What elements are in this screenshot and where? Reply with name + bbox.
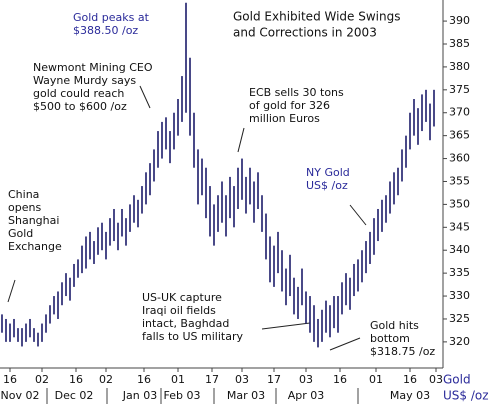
y-tick-label: 330 (449, 289, 470, 302)
annotation: $318.75 /oz (370, 345, 435, 358)
month-label: Jan 03 (122, 389, 157, 402)
month-label: Dec 02 (55, 389, 94, 402)
x-tick-label: 16 (333, 373, 347, 386)
month-label: Nov 02 (1, 389, 40, 402)
annotation: gold could reach (33, 87, 124, 100)
x-tick-label: 16 (3, 373, 17, 386)
annotation: NY Gold (306, 166, 350, 179)
annotation: Gold hits (370, 319, 419, 332)
y-tick-label: 365 (449, 129, 470, 142)
y-tick-label: 375 (449, 83, 470, 96)
annotation: $500 to $600 /oz (33, 100, 127, 113)
x-tick-label: 16 (69, 373, 83, 386)
annotation: opens (8, 201, 41, 214)
annotation: $388.50 /oz (73, 24, 138, 37)
annotation: of gold for 326 (249, 99, 330, 112)
annotation: Shanghai (8, 214, 59, 227)
x-tick-label: 02 (99, 373, 113, 386)
annotation: falls to US military (142, 330, 243, 343)
axis-label: Gold (443, 373, 471, 387)
annotation-line (7, 279, 16, 303)
chart-title: Gold Exhibited Wide Swings (233, 10, 401, 24)
x-tick-label: 16 (403, 373, 417, 386)
annotation-line (139, 85, 151, 109)
annotation: Gold peaks at (73, 11, 150, 24)
annotation-line (329, 337, 361, 351)
x-tick-label: 17 (267, 373, 281, 386)
x-tick-label: 03 (429, 373, 443, 386)
y-tick-label: 390 (449, 14, 470, 27)
x-tick-label: 02 (35, 373, 49, 386)
annotation: Exchange (8, 240, 62, 253)
x-tick-label: 03 (235, 373, 249, 386)
month-label: Mar 03 (227, 389, 265, 402)
y-tick-label: 320 (449, 335, 470, 348)
annotation: US-UK capture (142, 291, 222, 304)
annotation: US$ /oz (306, 179, 348, 192)
annotation-line (349, 204, 367, 226)
x-tick-label: 03 (299, 373, 313, 386)
y-tick-label: 335 (449, 266, 470, 279)
x-tick-label: 01 (171, 373, 185, 386)
annotation: ECB sells 30 tons (249, 86, 344, 99)
month-label: Apr 03 (288, 389, 325, 402)
axis-label: US$ /oz (443, 389, 489, 403)
x-tick-label: 17 (205, 373, 219, 386)
annotation: Wayne Murdy says (33, 74, 136, 87)
annotation: Gold (8, 227, 33, 240)
y-tick-label: 370 (449, 106, 470, 119)
y-tick-label: 385 (449, 37, 470, 50)
y-tick-label: 380 (449, 60, 470, 73)
annotation: intact, Baghdad (142, 317, 229, 330)
y-tick-label: 345 (449, 220, 470, 233)
y-tick-label: 350 (449, 197, 470, 210)
y-tick-label: 340 (449, 243, 470, 256)
annotation: Newmont Mining CEO (33, 61, 153, 74)
annotation-line (261, 322, 311, 330)
annotation: Iraqi oil fields (142, 304, 216, 317)
month-label: May 03 (390, 389, 430, 402)
annotation: bottom (370, 332, 410, 345)
month-label: Feb 03 (164, 389, 201, 402)
y-tick-label: 355 (449, 174, 470, 187)
x-tick-label: 01 (369, 373, 383, 386)
chart-title: and Corrections in 2003 (233, 26, 377, 40)
annotation: million Euros (249, 112, 320, 125)
y-tick-label: 325 (449, 312, 470, 325)
annotation-line (237, 127, 245, 153)
y-tick-label: 360 (449, 152, 470, 165)
annotation: China (8, 188, 39, 201)
x-tick-label: 16 (137, 373, 151, 386)
